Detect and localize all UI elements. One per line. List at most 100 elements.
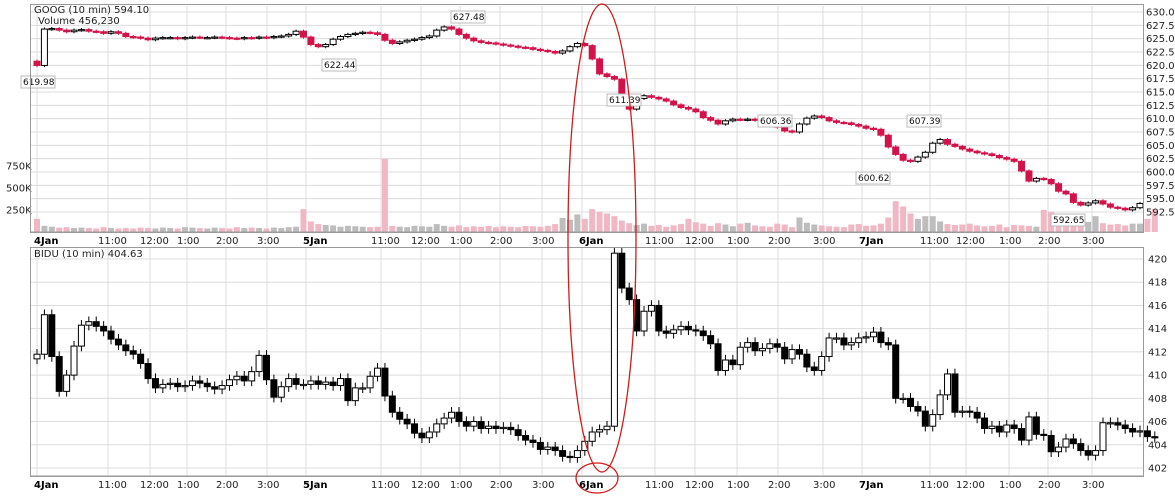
goog-volume-bar bbox=[507, 226, 514, 232]
goog-candle-body bbox=[1003, 157, 1011, 160]
bidu-candle-body bbox=[381, 367, 389, 397]
bidu-ytick-label: 410 bbox=[1148, 371, 1167, 382]
goog-candle-body bbox=[144, 37, 152, 41]
goog-candle-body bbox=[174, 37, 182, 40]
goog-volume-bar bbox=[145, 228, 152, 232]
goog-volume-bar bbox=[552, 224, 559, 232]
goog-volume-bar bbox=[781, 224, 788, 232]
goog-candle-body bbox=[670, 100, 678, 106]
goog-candle-body bbox=[803, 117, 811, 125]
bidu-candle-body bbox=[137, 353, 145, 365]
bidu-candle-body bbox=[122, 344, 130, 352]
goog-ytick-label: 610.0 bbox=[1146, 114, 1175, 125]
goog-candle-body bbox=[855, 124, 863, 127]
goog-candle-body bbox=[425, 35, 433, 39]
goog-volume-bar bbox=[63, 227, 70, 232]
bidu-candle-body bbox=[855, 337, 863, 344]
bidu-candle-body bbox=[929, 414, 937, 427]
bidu-candle-body bbox=[1151, 436, 1159, 439]
goog-callout-label: 627.48 bbox=[453, 13, 485, 23]
goog-candle-body bbox=[396, 41, 404, 44]
goog-candle-body bbox=[218, 36, 226, 39]
goog-volume-bar bbox=[71, 228, 78, 232]
goog-volume-bar bbox=[981, 226, 988, 232]
bidu-candle-body bbox=[559, 450, 567, 457]
goog-candle-body bbox=[203, 37, 211, 40]
bidu-candle-body bbox=[640, 310, 648, 332]
goog-volume-bar bbox=[1099, 223, 1106, 232]
goog-ytick-label: 625.0 bbox=[1146, 34, 1175, 45]
goog-candle-body bbox=[818, 115, 826, 119]
goog-volume-bar bbox=[988, 225, 995, 232]
goog-volume-bar bbox=[389, 225, 396, 232]
goog-volume-bar bbox=[885, 217, 892, 232]
goog-x-label: 3:00 bbox=[813, 236, 835, 247]
bidu-candle-body bbox=[951, 373, 959, 413]
goog-candle-body bbox=[462, 33, 470, 39]
goog-volume-bar bbox=[877, 223, 884, 232]
goog-volume-bar bbox=[700, 223, 707, 232]
goog-candle-body bbox=[129, 36, 137, 39]
bidu-candle-body bbox=[536, 441, 544, 450]
goog-candle-body bbox=[337, 36, 345, 40]
bidu-x-label: 3:00 bbox=[532, 480, 554, 491]
goog-candle-body bbox=[529, 47, 537, 50]
goog-x-label: 11:00 bbox=[98, 236, 127, 247]
goog-volume-bar bbox=[93, 228, 100, 232]
goog-candle-body bbox=[662, 98, 670, 102]
bidu-candle-body bbox=[995, 425, 1003, 433]
goog-volume-bar bbox=[1018, 225, 1025, 232]
goog-volume-bar bbox=[611, 216, 618, 232]
goog-candle-body bbox=[559, 50, 567, 54]
goog-candle-body bbox=[225, 37, 233, 40]
bidu-candle-body bbox=[337, 378, 345, 387]
goog-volume-axis: 750K 500K 250K bbox=[6, 162, 32, 217]
goog-volume-bar bbox=[544, 225, 551, 232]
goog-candle-body bbox=[684, 106, 692, 110]
bidu-x-label: 2:00 bbox=[768, 480, 790, 491]
bidu-candle-body bbox=[448, 411, 456, 419]
goog-volume-bar bbox=[692, 222, 699, 232]
goog-price-callout: 600.62 bbox=[855, 171, 891, 185]
goog-volume-bar bbox=[34, 218, 40, 232]
goog-grid bbox=[30, 6, 1143, 232]
goog-volume-bar bbox=[367, 227, 374, 232]
bidu-ytick-label: 416 bbox=[1148, 301, 1167, 312]
bidu-candle-body bbox=[485, 425, 493, 430]
goog-volume-bar bbox=[307, 221, 314, 232]
goog-callout-box bbox=[321, 58, 357, 72]
goog-candle-body bbox=[640, 95, 648, 99]
goog-price-callout: 611.39 bbox=[606, 93, 642, 107]
goog-candle-body bbox=[63, 29, 71, 33]
red-highlight-marks bbox=[567, 3, 637, 494]
goog-candle-body bbox=[692, 108, 700, 113]
bidu-candle-body bbox=[403, 418, 411, 425]
goog-x-label: 1:00 bbox=[727, 236, 749, 247]
goog-volume-bar bbox=[478, 226, 485, 232]
bidu-candles bbox=[33, 247, 1159, 463]
bidu-x-label: 11:00 bbox=[920, 480, 949, 491]
goog-candle-body bbox=[899, 153, 907, 161]
bidu-ytick-label: 420 bbox=[1148, 255, 1167, 266]
bidu-candle-body bbox=[981, 417, 989, 430]
bidu-candle-body bbox=[692, 329, 700, 332]
goog-volume-bar bbox=[1011, 224, 1018, 232]
goog-x-axis: 4Jan 11:00 12:00 1:00 2:00 3:00 5Jan 11:00 12:00… bbox=[30, 231, 1143, 247]
goog-candle-body bbox=[151, 37, 159, 41]
bidu-x-label: 11:00 bbox=[371, 480, 400, 491]
goog-candle-body bbox=[1010, 158, 1018, 162]
goog-candle-body bbox=[33, 60, 41, 66]
bidu-candle-body bbox=[233, 375, 241, 381]
goog-callout-box bbox=[1050, 213, 1086, 227]
goog-volume-bar bbox=[448, 226, 455, 232]
bidu-candle-body bbox=[344, 378, 352, 402]
goog-callout-label: 592.65 bbox=[1053, 216, 1085, 226]
goog-volume-bar bbox=[85, 228, 92, 232]
bidu-candle-body bbox=[618, 252, 626, 289]
goog-volume-bar bbox=[174, 228, 181, 232]
goog-title: GOOG (10 min) 594.10 bbox=[34, 5, 149, 16]
goog-candle-body bbox=[1025, 170, 1033, 182]
bidu-candle-body bbox=[788, 349, 796, 360]
goog-volume-bar bbox=[381, 158, 388, 232]
